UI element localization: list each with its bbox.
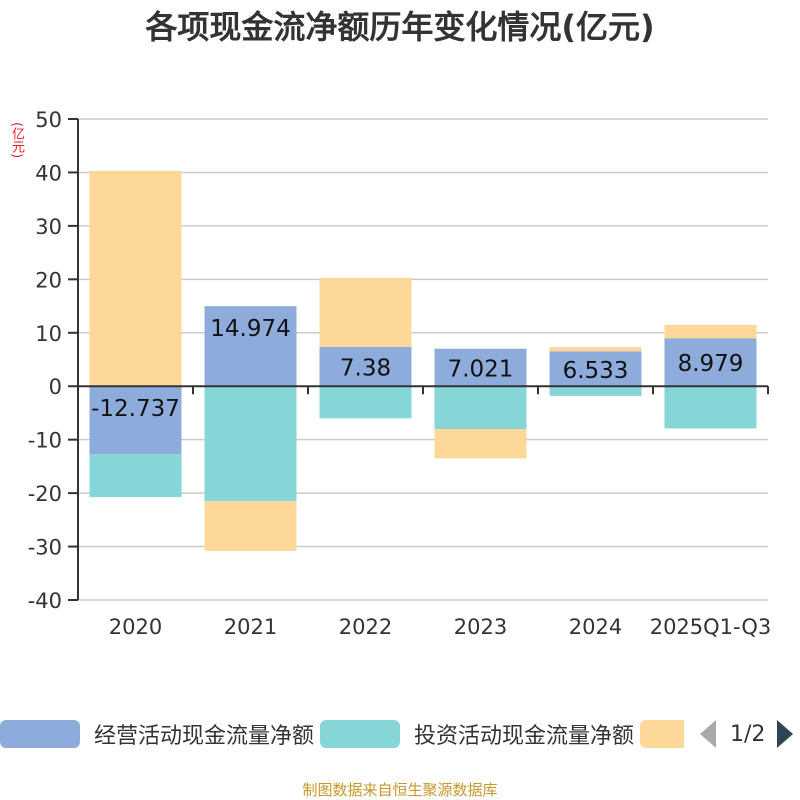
legend-label-operating: 经营活动现金流量净额 [94,724,315,749]
bar-chart: 50 40 30 20 10 0 -10 -20 -30 -40 2020 2021 2022 2023 2… [28,108,772,639]
y-tick-label: -10 [28,429,62,453]
bar-investing-2023[interactable] [434,386,527,429]
bar-operating-2020[interactable] [89,386,182,455]
legend-next-page-icon[interactable] [777,720,794,748]
data-label: 6.533 [563,358,629,384]
bar-investing-2025Q1-Q3[interactable] [664,386,757,429]
legend: 经营活动现金流量净额 投资活动现金流量净额 [0,716,800,752]
data-label: 14.974 [210,316,290,342]
bar-investing-2022[interactable] [319,386,412,419]
data-label: 7.021 [448,356,514,382]
y-tick-label: 30 [35,215,62,239]
x-tick-label: 2024 [569,615,622,639]
bar-financing-2022[interactable] [319,277,412,347]
legend-prev-page-icon[interactable] [700,720,716,748]
y-tick-label: -20 [28,482,62,506]
x-tick-label: 2021 [224,615,277,639]
data-label: -12.737 [91,396,180,422]
bar-investing-2024[interactable] [549,386,642,396]
legend-page-indicator: 1/2 [730,721,766,747]
bar-investing-2020[interactable] [89,454,182,498]
bar-operating-2021[interactable] [204,306,297,387]
legend-swatch-investing [320,720,400,748]
bar-financing-2024[interactable] [549,347,642,352]
legend-label-investing: 投资活动现金流量净额 [414,724,635,749]
y-tick-label: -40 [28,589,62,613]
x-tick-label: 2020 [109,615,162,639]
bar-operating-2022[interactable] [319,346,412,387]
bar-operating-2023[interactable] [434,348,527,387]
y-tick-label: 0 [49,375,62,399]
bars [89,170,757,551]
y-tick-label: 50 [35,108,62,132]
bar-financing-2023[interactable] [434,428,527,459]
bar-financing-2025Q1-Q3[interactable] [664,324,757,339]
axes: 50 40 30 20 10 0 -10 -20 -30 -40 2020 2021 2022 2023 2… [28,108,772,639]
bar-operating-2024[interactable] [549,351,642,387]
bar-operating-2025Q1-Q3[interactable] [664,338,757,387]
legend-item-investing[interactable]: 投资活动现金流量净额 [320,716,634,752]
y-tick-label: 40 [35,161,62,185]
y-tick-label: -30 [28,536,62,560]
bar-investing-2021[interactable] [204,386,297,502]
legend-item-operating[interactable]: 经营活动现金流量净额 [0,716,314,752]
data-source-note: 制图数据来自恒生聚源数据库 [302,781,498,799]
legend-pager: 1/2 [700,716,794,752]
data-label: 7.38 [340,356,391,382]
x-tick-label: 2023 [454,615,507,639]
legend-swatch-operating [0,720,80,748]
data-labels: -12.737 14.974 7.38 7.021 6.533 8.979 [91,316,743,422]
chart-title: 各项现金流净额历年变化情况(亿元) [145,8,655,46]
y-tick-label: 10 [35,322,62,346]
bar-financing-2020[interactable] [89,170,182,387]
legend-item-financing[interactable] [640,716,698,752]
y-axis-unit-label: (亿元) [9,122,24,159]
x-tick-label: 2022 [339,615,392,639]
x-tick-label: 2025Q1-Q3 [650,615,772,639]
y-tick-label: 20 [35,268,62,292]
data-label: 8.979 [678,351,744,377]
legend-swatch-financing [640,720,684,748]
bar-financing-2021[interactable] [204,501,297,551]
gridlines [78,118,768,601]
